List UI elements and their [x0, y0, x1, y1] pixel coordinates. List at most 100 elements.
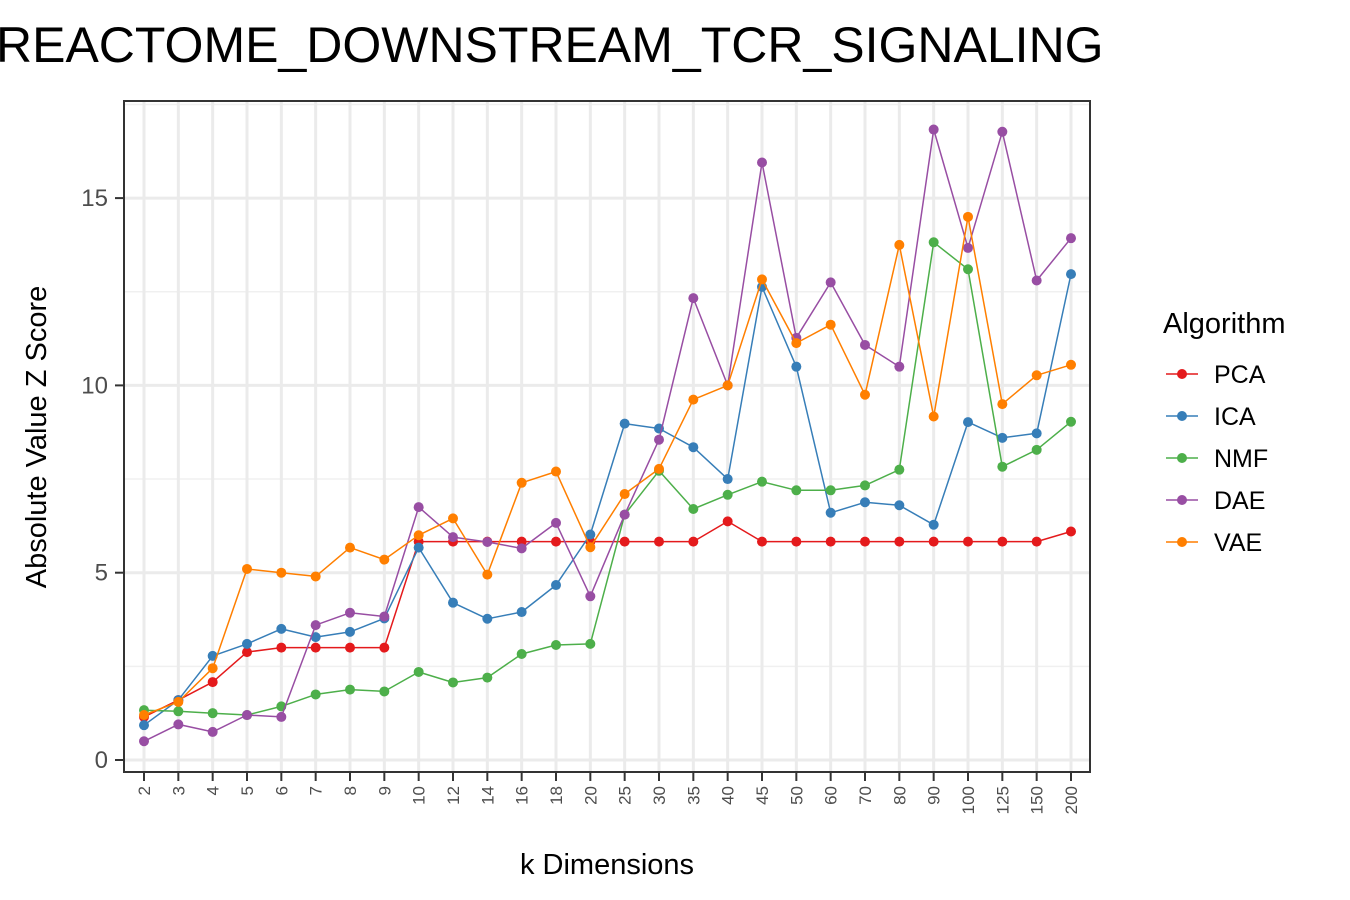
data-point-vae-35 [688, 394, 699, 405]
data-point-vae-12 [448, 513, 458, 524]
data-point-vae-6 [276, 567, 287, 578]
data-point-nmf-3 [173, 706, 184, 717]
data-point-dae-18 [551, 517, 561, 528]
data-point-pca-150 [1031, 536, 1042, 547]
x-tick-label: 10 [410, 786, 429, 805]
data-point-pca-25 [619, 536, 630, 547]
data-point-dae-80 [894, 361, 905, 372]
x-tick-label: 60 [822, 786, 841, 805]
data-point-ica-25 [619, 418, 630, 429]
data-point-nmf-18 [551, 639, 561, 650]
legend-label: DAE [1214, 487, 1265, 515]
data-point-dae-100 [963, 242, 973, 253]
x-tick-label: 200 [1062, 786, 1081, 814]
data-point-pca-40 [722, 516, 733, 527]
x-tick-label: 30 [650, 786, 669, 805]
data-point-vae-16 [516, 477, 527, 488]
data-point-vae-150 [1031, 370, 1042, 381]
data-point-dae-5 [242, 710, 252, 721]
legend-label: VAE [1214, 529, 1262, 557]
data-point-ica-8 [345, 626, 355, 637]
data-point-dae-20 [585, 591, 596, 602]
x-tick-label: 4 [204, 786, 223, 795]
x-tick-label: 16 [513, 786, 532, 805]
data-point-dae-16 [516, 543, 527, 554]
x-tick-label: 5 [238, 786, 257, 795]
data-point-vae-10 [413, 530, 424, 541]
data-point-vae-9 [379, 554, 390, 565]
data-point-vae-70 [860, 389, 870, 400]
data-point-dae-45 [757, 157, 767, 168]
data-point-ica-150 [1031, 428, 1042, 439]
data-point-pca-8 [345, 642, 355, 653]
series-line-vae [143, 216, 1072, 716]
data-point-ica-4 [207, 650, 218, 661]
data-point-ica-35 [688, 442, 699, 453]
data-point-pca-50 [791, 536, 802, 547]
data-point-nmf-20 [585, 638, 596, 649]
data-point-nmf-90 [928, 237, 939, 248]
data-point-nmf-12 [448, 677, 458, 688]
data-point-vae-45 [757, 274, 767, 285]
series-line-nmf [143, 241, 1072, 716]
data-point-nmf-70 [860, 480, 870, 491]
data-point-vae-7 [310, 571, 321, 582]
data-point-pca-18 [551, 536, 561, 547]
data-point-ica-80 [894, 500, 905, 511]
y-axis: 0 5 10 15 [81, 185, 124, 774]
data-point-dae-8 [345, 607, 355, 618]
plot-panel-border [123, 100, 1091, 773]
data-point-nmf-9 [379, 686, 390, 697]
data-point-dae-14 [482, 536, 493, 547]
x-tick-label: 25 [616, 786, 635, 805]
x-tick-label: 12 [444, 786, 463, 805]
data-point-ica-5 [242, 638, 252, 649]
data-point-nmf-35 [688, 504, 699, 515]
legend-key-point [1177, 453, 1187, 463]
data-point-ica-40 [722, 474, 733, 485]
legend-item-ica: ICA [1166, 403, 1256, 431]
x-tick-label: 70 [856, 786, 875, 805]
data-point-pca-4 [207, 677, 218, 688]
data-point-nmf-200 [1066, 416, 1076, 427]
x-tick-label: 2 [135, 786, 154, 795]
data-point-nmf-7 [310, 689, 321, 700]
data-point-ica-6 [276, 623, 287, 634]
legend-label: ICA [1214, 403, 1256, 431]
x-tick-label: 9 [375, 786, 394, 795]
data-point-vae-25 [619, 489, 630, 500]
series-layer [139, 124, 1076, 747]
plot-panel-background [124, 101, 1090, 772]
y-tick-label: 0 [95, 747, 108, 774]
data-point-vae-125 [997, 399, 1008, 410]
legend-key-point [1177, 369, 1187, 379]
data-point-pca-7 [310, 642, 321, 653]
data-point-dae-60 [825, 277, 836, 288]
legend-label: NMF [1214, 445, 1268, 473]
x-tick-label: 80 [890, 786, 909, 805]
data-point-nmf-50 [791, 485, 802, 496]
data-point-ica-90 [928, 519, 939, 530]
data-point-nmf-100 [963, 264, 973, 275]
data-point-vae-40 [722, 380, 733, 391]
x-tick-label: 35 [684, 786, 703, 805]
data-point-ica-60 [825, 507, 836, 518]
series-vae [139, 211, 1076, 721]
data-point-dae-3 [173, 719, 184, 730]
x-tick-label: 125 [993, 786, 1012, 814]
data-point-vae-18 [551, 466, 561, 477]
data-point-vae-60 [825, 319, 836, 330]
data-point-dae-6 [276, 711, 287, 722]
data-point-pca-60 [825, 536, 836, 547]
data-point-ica-50 [791, 361, 802, 372]
data-point-ica-10 [413, 542, 424, 553]
data-point-vae-80 [894, 239, 905, 250]
legend-item-dae: DAE [1166, 487, 1265, 515]
legend-item-vae: VAE [1166, 529, 1262, 557]
data-point-ica-20 [585, 529, 596, 540]
x-tick-label: 150 [1028, 786, 1047, 814]
data-point-ica-7 [310, 632, 321, 643]
data-point-dae-200 [1066, 233, 1076, 244]
data-point-dae-9 [379, 611, 390, 622]
